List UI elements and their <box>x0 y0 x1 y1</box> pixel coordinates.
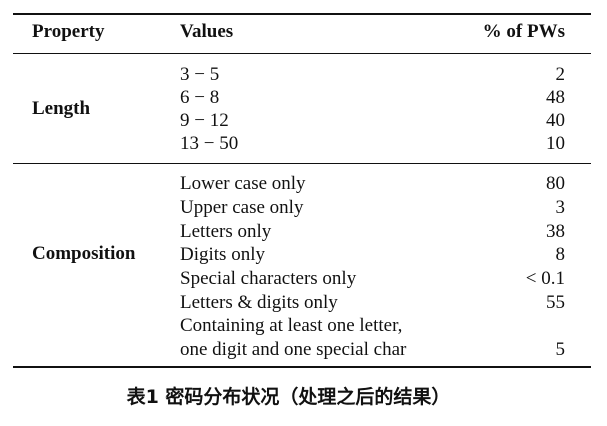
row-value: Letters & digits only <box>180 292 338 313</box>
header-property: Property <box>32 21 105 42</box>
row-value: Containing at least one letter, <box>180 315 403 336</box>
row-percent: 3 <box>555 197 566 218</box>
row-percent: 40 <box>546 110 565 131</box>
row-value: Lower case only <box>180 173 306 194</box>
header-rule <box>13 53 591 54</box>
row-percent: 80 <box>546 173 565 194</box>
row-value: Special characters only <box>180 268 357 289</box>
row-value: Digits only <box>180 244 265 265</box>
mid-rule <box>13 163 591 164</box>
top-rule <box>13 13 591 15</box>
row-value: Upper case only <box>180 197 304 218</box>
header-percent: % of PWs <box>482 21 565 42</box>
bottom-rule <box>13 366 591 368</box>
group-label-composition: Composition <box>32 243 136 264</box>
row-percent: 10 <box>546 133 565 154</box>
row-percent: < 0.1 <box>525 268 565 289</box>
row-percent: 48 <box>546 87 565 108</box>
row-percent: 5 <box>555 339 566 360</box>
group-label-length: Length <box>32 98 91 119</box>
row-value: 9 − 12 <box>180 110 229 131</box>
row-percent: 38 <box>546 221 565 242</box>
row-value: 13 − 50 <box>180 133 239 154</box>
row-value: one digit and one special char <box>180 339 407 360</box>
header-values: Values <box>180 21 234 42</box>
row-percent: 8 <box>555 244 566 265</box>
row-value: 6 − 8 <box>180 87 220 108</box>
row-percent: 55 <box>546 292 565 313</box>
table-caption: 表1 密码分布状况（处理之后的结果） <box>126 386 451 408</box>
row-value: Letters only <box>180 221 272 242</box>
row-value: 3 − 5 <box>180 64 220 85</box>
row-percent: 2 <box>555 64 566 85</box>
